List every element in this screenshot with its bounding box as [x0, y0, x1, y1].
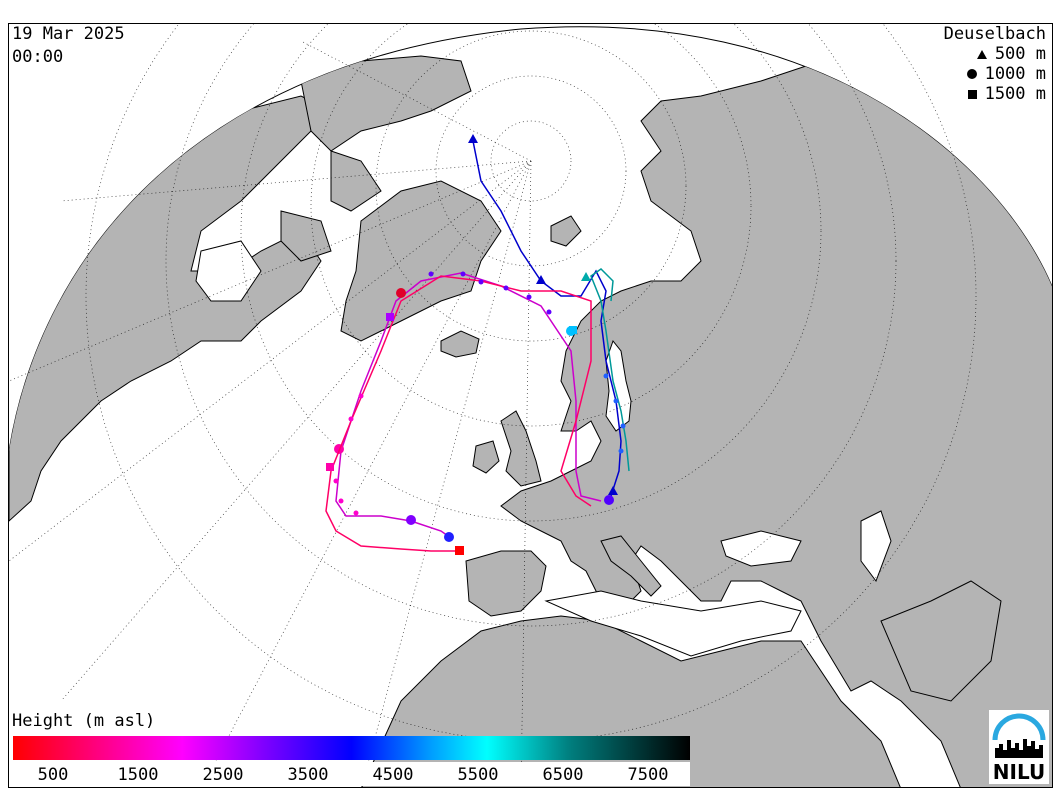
map-frame	[8, 23, 1053, 788]
colorbar-title: Height (m asl)	[12, 711, 156, 731]
square-icon	[967, 89, 977, 99]
date-label: 19 Mar 2025	[12, 24, 125, 44]
land-italy	[600, 535, 662, 597]
legend-label-500m: 500 m	[994, 44, 1046, 64]
trajectory-500m	[472, 140, 622, 497]
colorbar-tick: 5500	[457, 765, 499, 785]
land-great-britain	[500, 410, 542, 487]
colorbar-tick: 6500	[542, 765, 584, 785]
trajectory-500m-markers	[468, 134, 618, 495]
legend-item-500m: 500 m	[944, 44, 1046, 64]
land-svalbard	[550, 215, 582, 247]
nilu-skyline-icon	[992, 713, 1046, 758]
colorbar-labels: 500 1500 2500 3500 4500 5500 6500 7500	[13, 762, 690, 786]
land-iceland	[440, 330, 480, 358]
land-iberia	[465, 550, 547, 617]
colorbar-tick: 7500	[627, 765, 669, 785]
nilu-text: NILU	[992, 760, 1046, 784]
triangle-icon	[976, 49, 987, 59]
legend-item-1000m: 1000 m	[944, 64, 1046, 84]
trajectory-1000m	[335, 272, 602, 539]
time-label: 00:00	[12, 47, 64, 67]
black-sea	[720, 530, 802, 567]
legend-label-1500m: 1500 m	[984, 84, 1046, 104]
circle-icon	[966, 69, 977, 79]
land-arctic-islands	[300, 55, 472, 152]
legend-item-1500m: 1500 m	[944, 84, 1046, 104]
nilu-logo: NILU	[989, 710, 1049, 784]
land-north-america	[9, 95, 332, 523]
colorbar	[13, 736, 690, 760]
colorbar-tick: 3500	[287, 765, 329, 785]
colorbar-tick: 500	[37, 765, 69, 785]
legend-label-1000m: 1000 m	[984, 64, 1046, 84]
colorbar-tick: 4500	[372, 765, 414, 785]
land-greenland	[340, 180, 502, 342]
legend: Deuselbach 500 m 1000 m 1500 m	[944, 24, 1046, 104]
trajectory-1500m-markers	[326, 313, 577, 555]
trajectory-1500m	[325, 275, 592, 552]
colorbar-tick: 2500	[202, 765, 244, 785]
caspian-sea	[860, 510, 892, 583]
legend-station: Deuselbach	[943, 24, 1046, 44]
land-ireland	[472, 440, 500, 474]
colorbar-tick: 1500	[117, 765, 159, 785]
trajectory-map	[9, 24, 1052, 787]
